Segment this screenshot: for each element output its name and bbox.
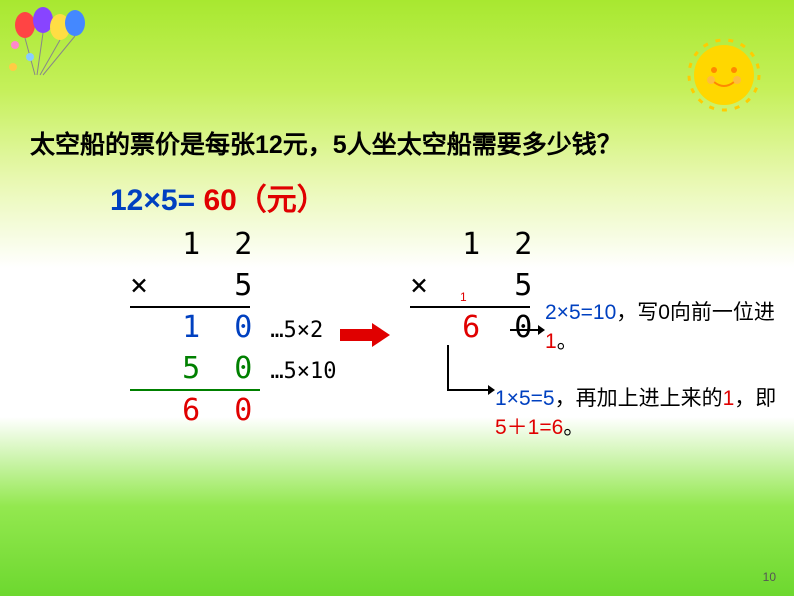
carry-digit: 1 [460, 290, 467, 304]
equation-left: 12×5= [110, 184, 195, 217]
calc-right-row2: × 5 [410, 266, 540, 309]
calc-left-row3: 1 0…5×2 [130, 308, 337, 349]
calc-left-row1: 1 2 [130, 225, 337, 266]
calc-left-row5: 6 0 [130, 391, 337, 432]
explanation-2: 1×5=5，再加上进上来的1，即5＋1=6。 [495, 384, 785, 443]
equation-right: 60（元） [203, 184, 326, 217]
calc-left-row4: 5 0…5×10 [130, 349, 337, 392]
calc-left-row2: × 5 [130, 266, 337, 309]
equation: 12×5= 60（元） [110, 175, 327, 219]
arrow-hook2-icon [440, 345, 495, 405]
calc-right-row1: 1 2 [410, 225, 540, 266]
question-text: 太空船的票价是每张12元，5人坐太空船需要多少钱？ [30, 125, 622, 161]
arrow-hook1-icon [510, 320, 545, 345]
vertical-calc-left: 1 2 × 5 1 0…5×2 5 0…5×10 6 0 [130, 225, 337, 432]
arrow-right-icon [340, 320, 390, 350]
sun-decoration [679, 30, 769, 120]
explanation-1: 2×5=10，写0向前一位进1。 [545, 298, 775, 357]
page-number: 10 [763, 570, 776, 584]
balloons-decoration [5, 5, 105, 95]
